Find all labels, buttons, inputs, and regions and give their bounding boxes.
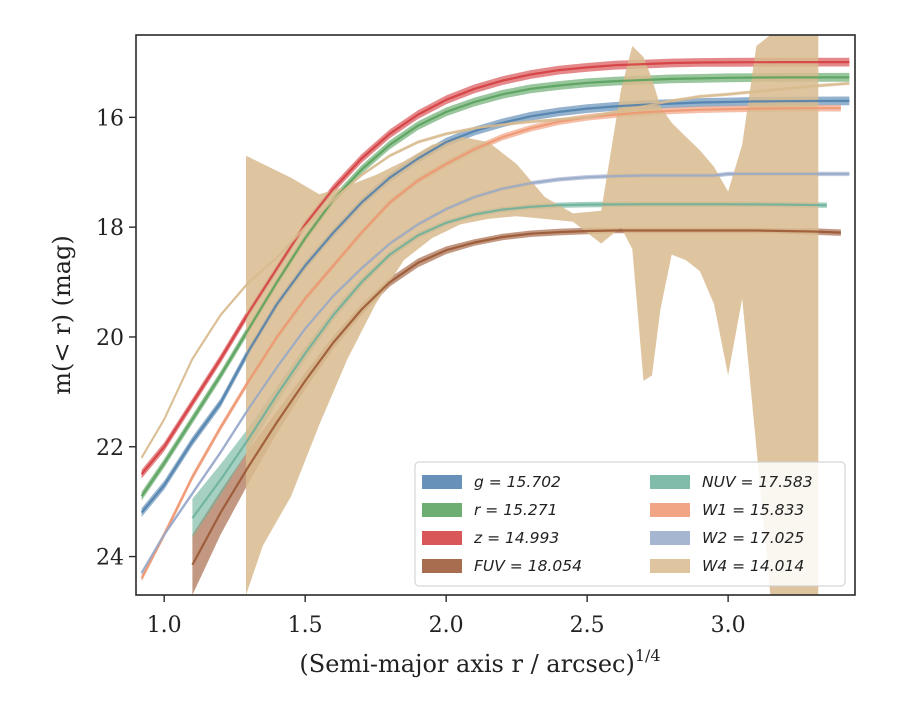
line-w2 [140,172,850,574]
legend-swatch [650,475,690,489]
y-tick-label: 22 [96,436,124,461]
legend-swatch [422,475,462,489]
series-lines [140,61,850,580]
legend-label: FUV = 18.054 [474,557,582,575]
legend-label: NUV = 17.583 [702,473,813,491]
legend-swatch [650,531,690,545]
y-tick-label: 24 [96,546,124,571]
x-axis-title-text: (Semi-major axis r / arcsec) [299,650,634,678]
y-tick-label: 18 [96,216,124,241]
y-tick-label: 20 [96,326,124,351]
legend-label: W4 = 14.014 [702,557,804,575]
legend-box [414,461,846,587]
x-tick-label: 2.5 [570,613,605,638]
y-axis-title: m(< r) (mag) [48,235,76,394]
legend-label: g = 15.702 [474,473,561,491]
legend-swatch [422,503,462,517]
plot-frame [135,34,856,596]
line-w1 [140,107,841,580]
x-tick-label: 2.0 [429,613,464,638]
x-tick-label: 1.0 [147,613,182,638]
line-z [140,61,850,475]
line-fuv [191,229,841,566]
line-nuv [191,203,827,519]
legend-swatch [422,559,462,573]
legend: g = 15.702 r = 15.271 z = 14.993 FUV = 18.0… [414,461,846,587]
x-axis-ticks: 1.0 1.5 2.0 2.5 3.0 [147,595,746,638]
line-w4 [140,82,850,459]
legend-swatch [650,559,690,573]
x-tick-label: 3.0 [711,613,746,638]
legend-swatch [422,531,462,545]
x-tick-label: 1.5 [288,613,323,638]
legend-label: W1 = 15.833 [702,501,804,519]
legend-label: z = 14.993 [473,529,559,547]
x-axis-title: (Semi-major axis r / arcsec)1/4 [299,646,660,678]
x-axis-title-exponent: 1/4 [635,646,661,665]
y-tick-label: 16 [96,106,124,131]
legend-swatch [650,503,690,517]
legend-label: r = 15.271 [474,501,557,519]
line-r [140,76,850,497]
legend-label: W2 = 17.025 [702,529,804,547]
y-axis-ticks: 16 18 20 22 24 [96,106,136,571]
